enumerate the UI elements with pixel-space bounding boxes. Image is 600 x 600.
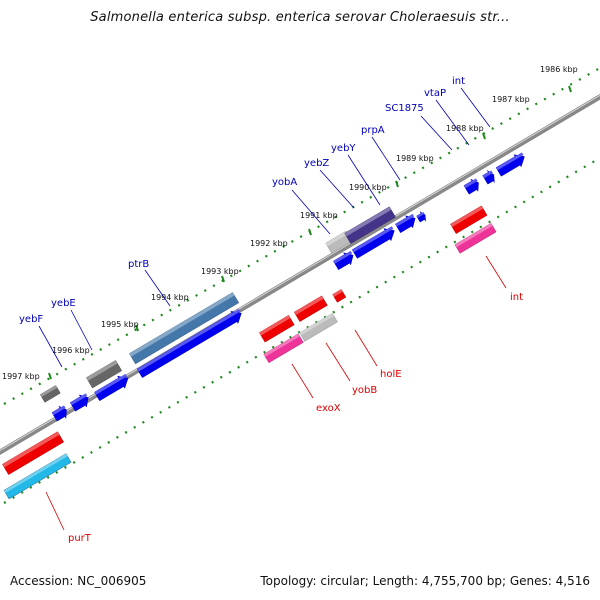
- gene-block-yebE-highlight: [86, 360, 118, 381]
- gene-yebF: [51, 405, 67, 422]
- scale-label: 1987 kbp: [492, 95, 530, 104]
- gene-SC1875-highlight: [463, 178, 478, 189]
- leader-line-bottom-int: [485, 255, 507, 289]
- gene-block-ptrB-highlight: [129, 292, 235, 357]
- gene-yebZ: [351, 228, 395, 259]
- gene-SC1875: [463, 178, 479, 195]
- gene-label-vtaP: vtaP: [424, 88, 446, 99]
- leader-line-prpA: [371, 136, 401, 181]
- gene-prpA-highlight: [416, 211, 425, 218]
- gene-label-yebF: yebF: [19, 314, 43, 325]
- gene-exoX: [263, 333, 304, 364]
- leader-line-bottom-yobB: [325, 342, 351, 382]
- leader-line-SC1875: [420, 115, 453, 151]
- leader-line-yebZ: [319, 169, 355, 209]
- scale-major-tick: [482, 132, 486, 140]
- gene-yebY-highlight: [395, 213, 415, 227]
- genome-axis: [0, 93, 600, 455]
- leader-line-yobA: [291, 189, 331, 235]
- scale-major-tick: [135, 324, 139, 332]
- gene-block-yebF-highlight: [40, 385, 58, 397]
- gene-block-purT-highlight: [2, 431, 60, 468]
- leader-line-yebY: [347, 154, 381, 206]
- gene-label-bottom-yobB: yobB: [352, 385, 377, 396]
- scale-label: 1992 kbp: [250, 239, 288, 248]
- gene-ptrB-highlight: [137, 308, 241, 372]
- gene-yobB-rev: [293, 295, 328, 322]
- gene-label-prpA: prpA: [361, 125, 385, 136]
- gene-yebE: [69, 394, 89, 412]
- gene-int-rev-highlight: [450, 205, 484, 228]
- scale-label: 1988 kbp: [446, 124, 484, 133]
- gene-purT-highlight: [4, 453, 68, 493]
- gene-block-yebZ-row1-highlight: [344, 206, 392, 237]
- gene-exoX-highlight: [263, 333, 300, 357]
- gene-yobB-rev-highlight: [294, 295, 324, 315]
- scale-label: 1993 kbp: [201, 267, 239, 276]
- gene-label-yebY: yebY: [331, 143, 356, 154]
- gene-yebY: [395, 215, 416, 234]
- gene-holE-highlight: [332, 289, 343, 297]
- scale-ticks-top: [3, 67, 600, 405]
- gene-yebZ-highlight: [352, 226, 394, 253]
- scale-major-tick: [221, 275, 225, 283]
- gene-yebF-highlight: [51, 405, 66, 416]
- scale-major-tick: [568, 85, 572, 93]
- scale-major-tick: [48, 372, 52, 380]
- leader-line-bottom-exoX: [291, 363, 314, 399]
- gene-label-bottom-int: int: [510, 292, 523, 303]
- scale-label: 1990 kbp: [349, 183, 387, 192]
- gene-int-top: [495, 154, 525, 177]
- genome-info-text: Topology: circular; Length: 4,755,700 bp…: [260, 574, 590, 588]
- gene-exoX-rev: [259, 315, 295, 343]
- gene-vtaP-highlight: [482, 170, 493, 179]
- scale-label: 1989 kbp: [396, 154, 434, 163]
- leader-line-int: [460, 87, 491, 128]
- scale-label: 1996 kbp: [52, 346, 90, 355]
- gene-block-yobA-row1-highlight: [325, 230, 349, 247]
- accession-text: Accession: NC_006905: [10, 574, 147, 588]
- scale-label: 1997 kbp: [2, 372, 40, 381]
- gene-yobB: [299, 312, 338, 342]
- gene-yobA: [333, 252, 354, 271]
- gene-label-ptrB: ptrB: [128, 259, 149, 270]
- gene-yobB-highlight: [299, 313, 334, 336]
- gene-exoX-rev-highlight: [259, 315, 291, 336]
- scale-label: 1986 kbp: [540, 65, 578, 74]
- gene-yebE-2-highlight: [94, 373, 128, 395]
- gene-label-bottom-holE: holE: [380, 369, 402, 380]
- genome-axis-highlight: [0, 94, 600, 452]
- scale-ticks-bottom: [3, 157, 600, 504]
- gene-label-bottom-exoX: exoX: [316, 403, 341, 414]
- gene-label-SC1875: SC1875: [385, 103, 424, 114]
- leader-line-yebE: [70, 309, 93, 351]
- gene-label-yobA: yobA: [272, 177, 297, 188]
- gene-int-bottom-highlight: [454, 223, 493, 248]
- gene-label-yebZ: yebZ: [304, 158, 329, 169]
- gene-yobA-highlight: [333, 250, 353, 264]
- gene-label-bottom-purT: purT: [68, 533, 92, 544]
- scale-label: 1991 kbp: [300, 211, 338, 220]
- scale-major-tick: [308, 228, 312, 236]
- leader-line-yebF: [38, 325, 63, 368]
- leader-line-vtaP: [435, 99, 470, 146]
- gene-int-top-highlight: [496, 152, 524, 171]
- map-title: Salmonella enterica subsp. enterica sero…: [90, 10, 510, 25]
- leader-line-bottom-holE: [354, 329, 378, 367]
- gene-yebE-2: [94, 375, 129, 402]
- gene-ptrB: [136, 310, 242, 378]
- scale-major-tick: [395, 180, 399, 188]
- gene-label-int: int: [452, 76, 465, 87]
- leader-line-bottom-purT: [45, 491, 65, 531]
- leader-line-ptrB: [144, 269, 171, 307]
- scale-label: 1995 kbp: [101, 320, 139, 329]
- gene-yebE-highlight: [70, 393, 88, 406]
- gene-block-yebF: [39, 385, 61, 403]
- gene-block-yebE: [86, 360, 123, 389]
- gene-label-yebE: yebE: [51, 298, 76, 309]
- scale-label: 1994 kbp: [151, 293, 189, 302]
